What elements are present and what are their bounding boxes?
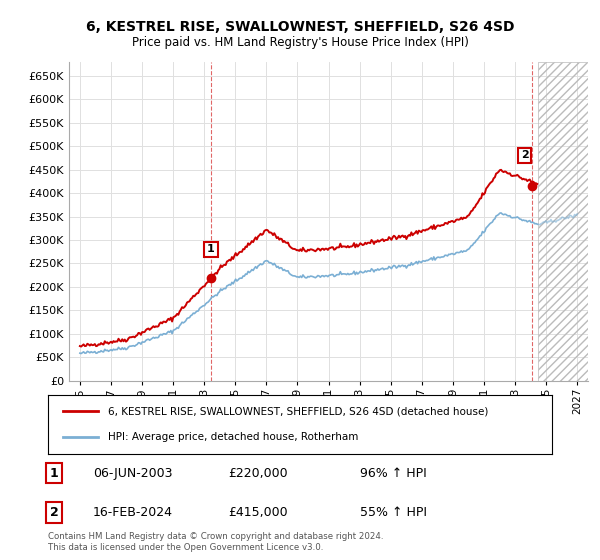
Text: HPI: Average price, detached house, Rotherham: HPI: Average price, detached house, Roth… [109,432,359,442]
Bar [538,62,588,381]
Text: 2: 2 [50,506,58,519]
Text: 6, KESTREL RISE, SWALLOWNEST, SHEFFIELD, S26 4SD: 6, KESTREL RISE, SWALLOWNEST, SHEFFIELD,… [86,20,514,34]
Text: 16-FEB-2024: 16-FEB-2024 [93,506,173,519]
Text: £220,000: £220,000 [228,466,287,480]
Text: 96% ↑ HPI: 96% ↑ HPI [360,466,427,480]
Bar [538,62,588,381]
Text: 6, KESTREL RISE, SWALLOWNEST, SHEFFIELD, S26 4SD (detached house): 6, KESTREL RISE, SWALLOWNEST, SHEFFIELD,… [109,406,489,416]
Text: 1: 1 [207,244,215,254]
Text: 06-JUN-2003: 06-JUN-2003 [93,466,173,480]
Text: 1: 1 [50,466,58,480]
Text: 2: 2 [521,151,529,161]
Text: Price paid vs. HM Land Registry's House Price Index (HPI): Price paid vs. HM Land Registry's House … [131,36,469,49]
Text: £415,000: £415,000 [228,506,287,519]
Text: Contains HM Land Registry data © Crown copyright and database right 2024.
This d: Contains HM Land Registry data © Crown c… [48,532,383,552]
Text: 55% ↑ HPI: 55% ↑ HPI [360,506,427,519]
